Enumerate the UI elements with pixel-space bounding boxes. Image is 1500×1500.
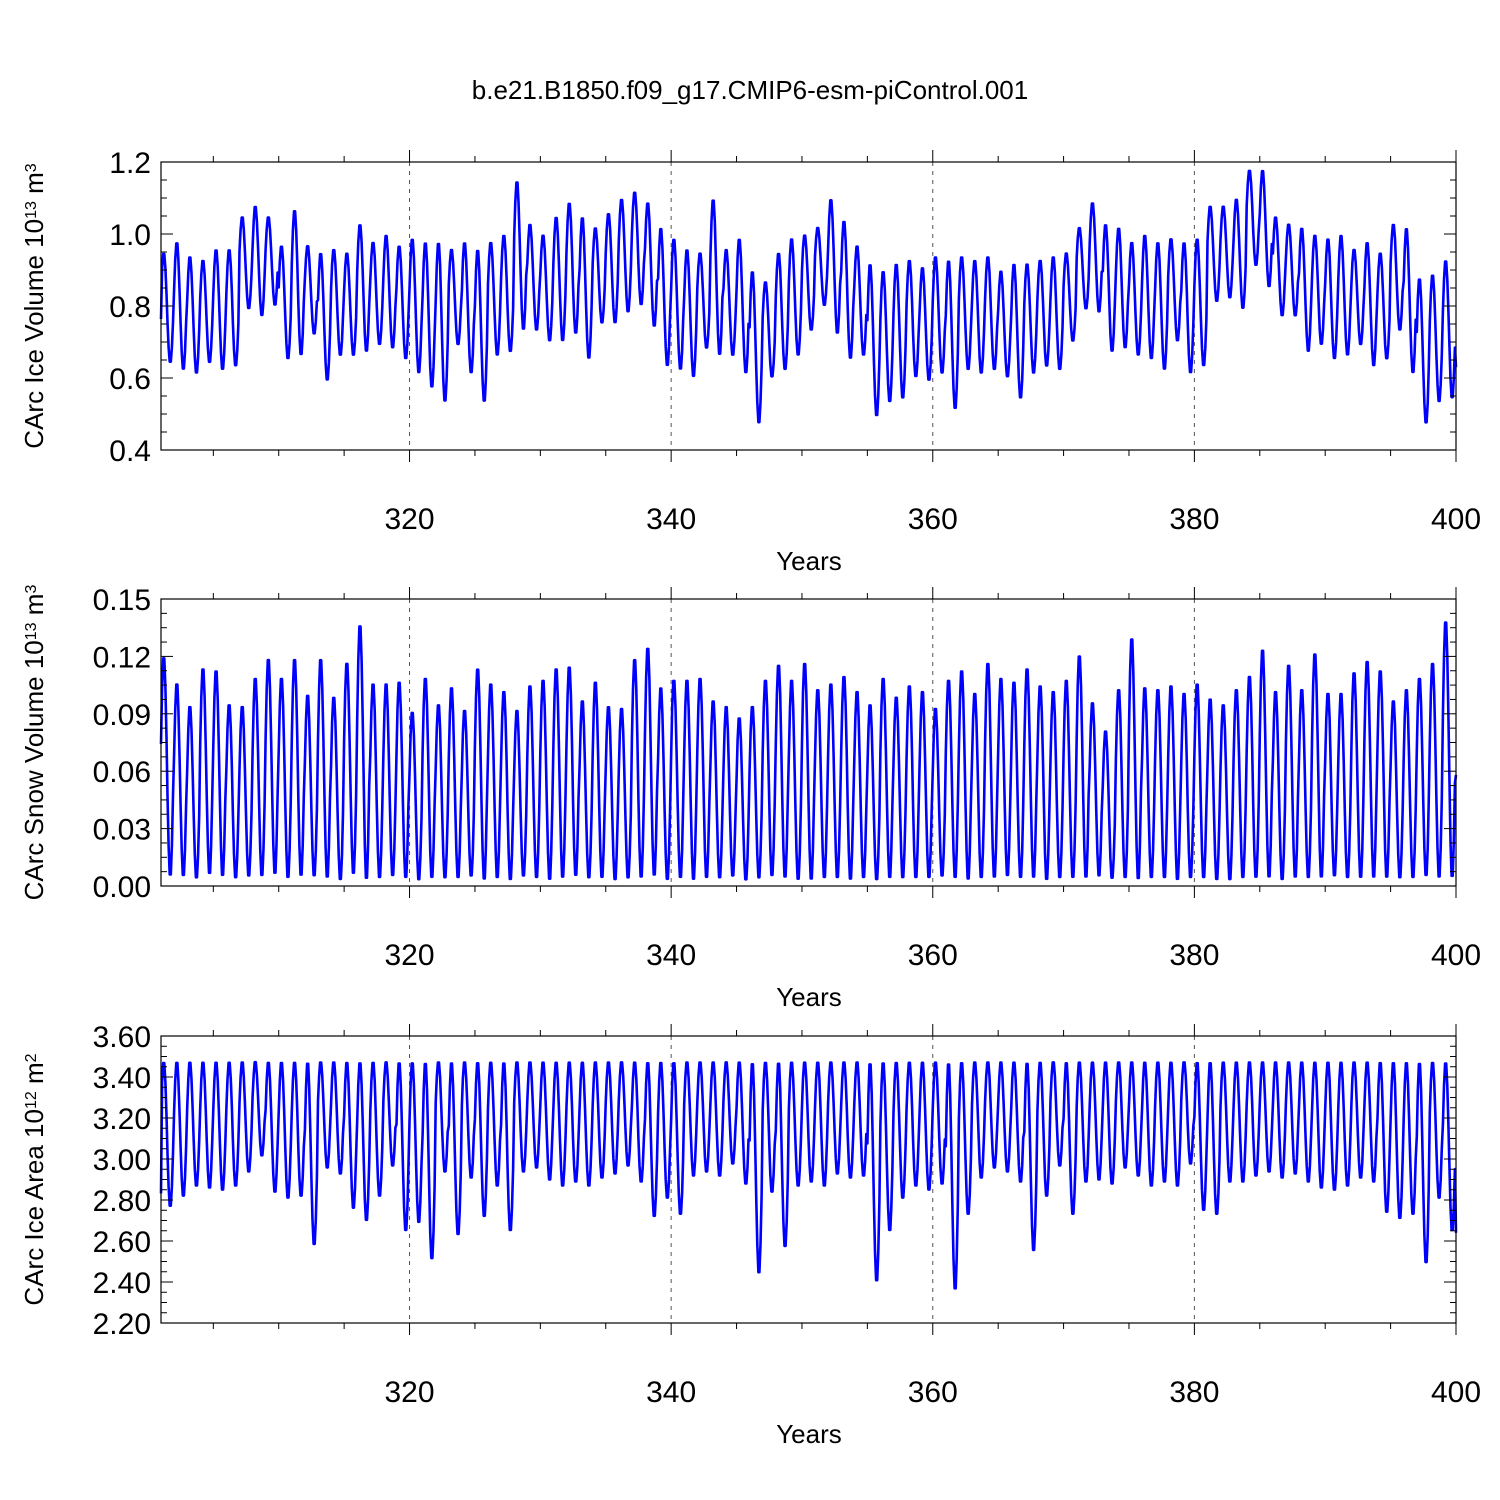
x-axis-label: Years: [776, 982, 842, 1012]
y-tick-label: 3.20: [93, 1103, 151, 1136]
y-tick-label: 0.15: [93, 584, 151, 617]
y-tick-label: 2.60: [93, 1226, 151, 1259]
y-tick-label: 2.40: [93, 1267, 151, 1300]
x-tick-label: 360: [908, 503, 958, 536]
chart-panel-ice-volume: 0.4 0.6 0.8 1.0 1.2 320 340 360 380 400 Years CArc …: [19, 147, 1481, 576]
y-axis-label: CArc Snow Volume 1013 m3: [19, 585, 49, 901]
x-tick-label: 340: [646, 1376, 696, 1409]
y-axis-label-superscript: 3: [23, 163, 40, 172]
x-tick-label: 360: [908, 939, 958, 972]
chart-panel-ice-area: 2.20 2.40 2.60 2.80 3.00 3.20 3.40 3.60 320 340 36…: [19, 1021, 1481, 1449]
x-tick-label: 320: [385, 1376, 435, 1409]
panels: 0.4 0.6 0.8 1.0 1.2 320 340 360 380 400 Years CArc …: [19, 147, 1481, 1449]
y-tick-label: 0.4: [109, 435, 151, 468]
figure-title: b.e21.B1850.f09_g17.CMIP6-esm-piControl.…: [472, 75, 1028, 105]
y-axis-label-text: CArc Snow Volume 10: [19, 640, 49, 900]
y-tick-label: 2.80: [93, 1185, 151, 1218]
x-tick-label: 400: [1431, 1376, 1481, 1409]
y-axis-label: CArc Ice Volume 1013 m3: [19, 163, 49, 448]
y-axis-label-text: CArc Ice Volume 10: [19, 219, 49, 449]
y-tick-label: 1.2: [109, 147, 151, 180]
y-axis-label-text: m: [19, 594, 49, 623]
chart-panel-snow-volume: 0.00 0.03 0.06 0.09 0.12 0.15 320 340 360 380 400 Y…: [19, 584, 1481, 1012]
x-tick-label: 340: [646, 939, 696, 972]
x-tick-label: 400: [1431, 939, 1481, 972]
x-axis-label: Years: [776, 546, 842, 576]
y-axis-label-superscript: 2: [23, 1053, 40, 1062]
y-tick-label: 0.12: [93, 641, 151, 674]
x-tick-label: 320: [385, 503, 435, 536]
series-line-snow-volume: [159, 621, 1458, 881]
y-tick-label: 0.03: [93, 814, 151, 847]
y-axis-label-text: CArc Ice Area 10: [19, 1109, 49, 1306]
y-axis-label-superscript: 13: [23, 622, 40, 640]
x-tick-label: 380: [1169, 939, 1219, 972]
x-tick-label: 320: [385, 939, 435, 972]
y-tick-label: 3.60: [93, 1021, 151, 1054]
x-tick-label: 380: [1169, 503, 1219, 536]
y-axis-label-superscript: 13: [23, 201, 40, 219]
y-tick-label: 0.00: [93, 871, 151, 904]
y-axis-label-text: m: [19, 1062, 49, 1091]
y-tick-label: 0.09: [93, 699, 151, 732]
x-tick-label: 400: [1431, 503, 1481, 536]
y-tick-label: 0.6: [109, 363, 151, 396]
y-tick-label: 3.40: [93, 1062, 151, 1095]
y-axis-label-superscript: 3: [23, 585, 40, 594]
y-axis-label-text: m: [19, 172, 49, 201]
x-tick-label: 360: [908, 1376, 958, 1409]
y-axis-label: CArc Ice Area 1012 m2: [19, 1053, 49, 1305]
y-tick-label: 2.20: [93, 1308, 151, 1341]
x-axis-label: Years: [776, 1419, 842, 1449]
y-tick-label: 0.06: [93, 756, 151, 789]
x-tick-label: 340: [646, 503, 696, 536]
y-tick-label: 0.8: [109, 291, 151, 324]
y-tick-label: 1.0: [109, 219, 151, 252]
x-tick-label: 380: [1169, 1376, 1219, 1409]
y-axis-label-superscript: 12: [23, 1091, 40, 1109]
series-line-ice-volume: [159, 169, 1458, 424]
series-line-ice-area: [159, 1060, 1458, 1290]
y-tick-label: 3.00: [93, 1144, 151, 1177]
